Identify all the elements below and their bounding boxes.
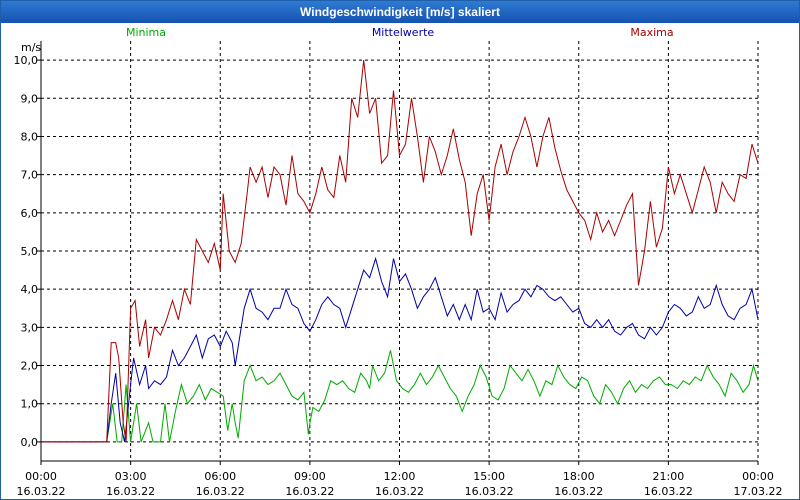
x-tick-date: 16.03.22 — [17, 485, 66, 498]
y-tick-label: 8,0 — [21, 130, 39, 143]
y-tick-label: 2,0 — [21, 360, 39, 373]
x-tick-time: 12:00 — [384, 470, 416, 483]
x-tick-time: 21:00 — [653, 470, 685, 483]
x-tick-date: 16.03.22 — [196, 485, 245, 498]
legend-maxima: Maxima — [630, 26, 673, 39]
y-tick-label: 9,0 — [21, 92, 39, 105]
legend-minima: Minima — [126, 26, 166, 39]
y-tick-label: 5,0 — [21, 245, 39, 258]
chart-title: Windgeschwindigkeit [m/s] skaliert — [1, 1, 799, 23]
y-axis-label: m/s — [21, 41, 41, 54]
x-tick-time: 00:00 — [742, 470, 774, 483]
y-tick-label: 10,0 — [14, 54, 39, 67]
x-tick-date: 17.03.22 — [734, 485, 783, 498]
x-tick-time: 03:00 — [115, 470, 147, 483]
x-tick-date: 16.03.22 — [554, 485, 603, 498]
y-tick-label: 4,0 — [21, 283, 39, 296]
x-tick-time: 15:00 — [473, 470, 505, 483]
y-tick-label: 1,0 — [21, 398, 39, 411]
series-layer — [41, 60, 759, 443]
x-tick-date: 16.03.22 — [285, 485, 334, 498]
axes-layer: m/s 0,0 1,0 2,0 3,0 4,0 5,0 6,0 7,0 8,0 9,0 10,0 00… — [14, 41, 783, 498]
x-tick-time: 09:00 — [294, 470, 326, 483]
x-tick-date: 16.03.22 — [644, 485, 693, 498]
series-line-minima — [41, 350, 759, 443]
x-tick-time: 06:00 — [204, 470, 236, 483]
series-line-maxima — [41, 60, 759, 443]
y-tick-label: 0,0 — [21, 436, 39, 449]
x-tick-date: 16.03.22 — [465, 485, 514, 498]
grid-layer — [41, 41, 759, 461]
x-tick-date: 16.03.22 — [375, 485, 424, 498]
legend-layer: Minima Mittelwerte Maxima — [126, 26, 674, 39]
y-tick-label: 7,0 — [21, 169, 39, 182]
legend-mittelwerte: Mittelwerte — [372, 26, 435, 39]
x-tick-time: 00:00 — [25, 470, 57, 483]
y-tick-label: 3,0 — [21, 321, 39, 334]
series-line-mittelwerte — [41, 256, 759, 443]
y-tick-label: 6,0 — [21, 207, 39, 220]
x-tick-date: 16.03.22 — [106, 485, 155, 498]
x-tick-time: 18:00 — [563, 470, 595, 483]
